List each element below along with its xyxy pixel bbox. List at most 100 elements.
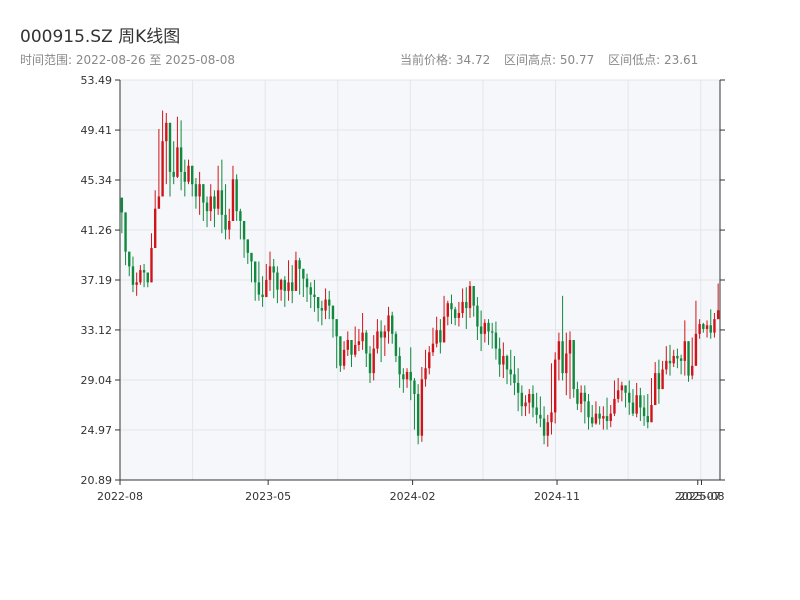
- candle-body: [531, 393, 535, 408]
- candle-body: [420, 379, 424, 436]
- candle-body: [202, 184, 205, 203]
- candle-body: [246, 239, 249, 253]
- candle-body: [239, 211, 242, 221]
- candle-body: [702, 324, 705, 329]
- candle-body: [350, 340, 353, 355]
- y-tick-label: 41.26: [81, 224, 113, 237]
- candle-body: [691, 365, 694, 376]
- candle-body: [402, 374, 405, 380]
- candle-body: [142, 270, 146, 273]
- candle-body: [194, 184, 198, 197]
- candle-body: [676, 355, 679, 359]
- candle-body: [468, 286, 472, 309]
- candle-body: [476, 305, 479, 327]
- candle-body: [465, 301, 468, 309]
- candle-body: [568, 340, 572, 354]
- candle-body: [594, 413, 598, 424]
- y-tick-label: 24.97: [81, 424, 113, 437]
- candle-body: [168, 122, 172, 172]
- candle-body: [376, 331, 379, 349]
- candle-body: [591, 417, 594, 424]
- candle-body: [135, 282, 138, 285]
- candle-body: [183, 171, 187, 182]
- candle-body: [231, 179, 235, 221]
- y-tick-label: 37.19: [81, 274, 113, 287]
- candle-body: [535, 407, 538, 415]
- candle-body: [165, 122, 168, 142]
- candle-body: [228, 220, 231, 230]
- candle-body: [131, 266, 135, 285]
- candle-body: [313, 294, 316, 298]
- candle-body: [602, 416, 605, 419]
- candle-body: [302, 268, 305, 279]
- current-price-text: 当前价格: 34.72: [400, 53, 491, 67]
- candle-body: [665, 360, 668, 370]
- candle-body: [179, 147, 183, 172]
- candle-body: [235, 179, 238, 212]
- candle-body: [409, 371, 412, 381]
- y-tick-label: 45.34: [81, 174, 113, 187]
- candle-body: [713, 319, 716, 333]
- candle-body: [579, 392, 583, 404]
- x-tick-label: 2024-02: [390, 490, 436, 503]
- candle-body: [416, 393, 420, 436]
- candle-body: [453, 309, 457, 318]
- candle-body: [550, 412, 553, 423]
- candle-body: [628, 392, 631, 403]
- candle-body: [620, 385, 624, 391]
- candle-body: [124, 212, 127, 252]
- candle-body: [309, 287, 312, 295]
- candle-body: [639, 395, 642, 408]
- candle-body: [494, 332, 498, 349]
- candle-body: [431, 343, 435, 353]
- candle-body: [491, 331, 494, 333]
- candle-body: [279, 279, 283, 290]
- candle-body: [139, 270, 142, 283]
- candle-body: [272, 266, 275, 273]
- candle-body: [461, 301, 464, 314]
- candle-body: [339, 336, 342, 366]
- candle-body: [150, 247, 153, 283]
- candle-body: [524, 402, 527, 407]
- candle-body: [709, 325, 712, 333]
- candle-body: [276, 272, 279, 290]
- candle-body: [187, 165, 190, 182]
- candle-body: [213, 196, 216, 209]
- candle-body: [479, 326, 483, 334]
- candle-body: [668, 360, 672, 364]
- candle-body: [353, 344, 357, 355]
- candle-body: [379, 331, 383, 338]
- y-tick-label: 20.89: [81, 474, 113, 487]
- candle-body: [698, 324, 701, 334]
- candle-body: [609, 413, 612, 421]
- candle-body: [161, 141, 164, 197]
- x-tick-label: 2025-07: [675, 490, 721, 503]
- candle-body: [498, 348, 501, 365]
- candle-body: [572, 340, 575, 390]
- candle-body: [650, 405, 653, 423]
- candle-body: [287, 282, 290, 291]
- candle-body: [546, 422, 549, 436]
- candle-body: [294, 260, 298, 291]
- candle-body: [653, 373, 657, 406]
- candle-body: [687, 341, 690, 376]
- candle-body: [216, 190, 220, 209]
- candle-body: [291, 282, 294, 291]
- candle-body: [191, 165, 194, 185]
- candle-body: [172, 171, 175, 177]
- candle-body: [261, 294, 264, 298]
- candle-body: [253, 261, 257, 283]
- candle-body: [357, 341, 361, 345]
- candle-body: [391, 315, 394, 334]
- candle-body: [331, 305, 335, 320]
- candle-body: [365, 332, 368, 354]
- candle-body: [642, 407, 646, 417]
- candle-body: [616, 390, 620, 399]
- candle-body: [316, 297, 320, 309]
- date-range-text: 时间范围: 2022-08-26 至 2025-08-08: [20, 53, 235, 67]
- x-tick-label: 2025-08: [678, 490, 724, 503]
- candle-body: [413, 380, 416, 394]
- candle-body: [598, 413, 601, 419]
- candle-body: [320, 308, 324, 311]
- candle-body: [576, 389, 579, 404]
